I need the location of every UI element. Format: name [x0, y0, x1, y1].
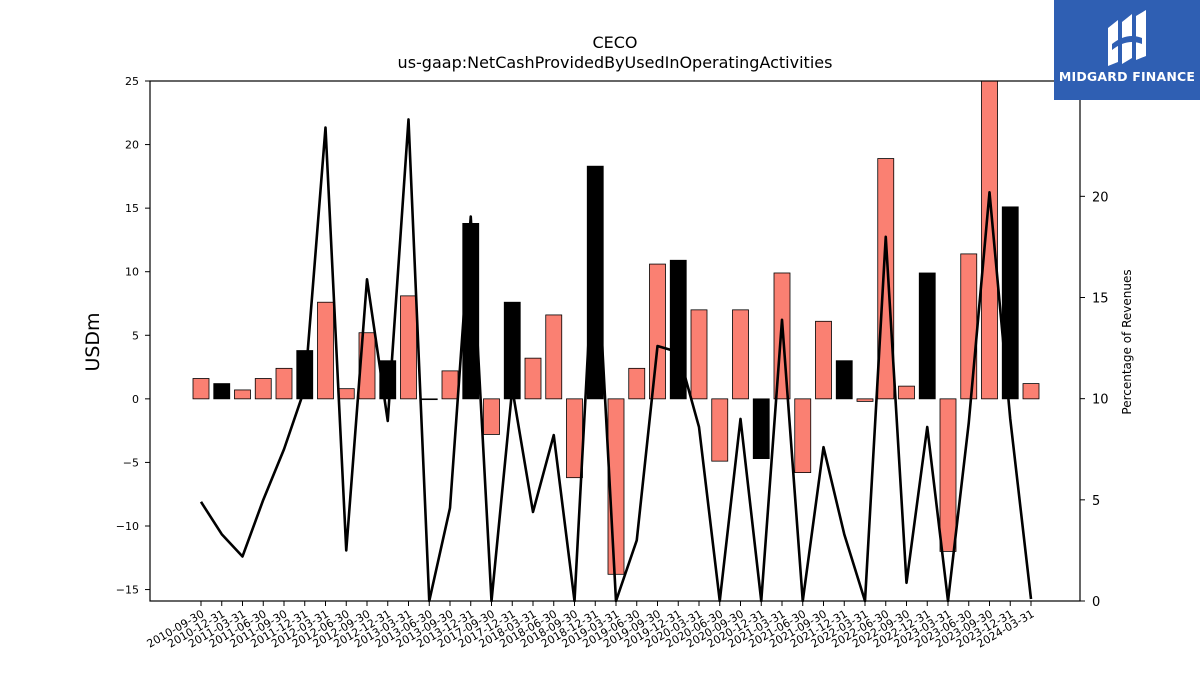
midgard-logo-icon [1108, 10, 1146, 66]
bar [1022, 383, 1040, 400]
bar [524, 357, 542, 400]
bar [628, 367, 646, 400]
bar [939, 398, 957, 552]
bar [794, 398, 812, 473]
bar [690, 309, 708, 400]
bar [400, 295, 417, 400]
bar [856, 398, 874, 402]
y-tick-label: 10 [125, 266, 139, 279]
bar [1001, 206, 1019, 400]
bar [898, 385, 915, 400]
y2-axis-label: Percentage of Revenues [1120, 269, 1134, 414]
bar [649, 263, 666, 400]
bar [420, 398, 438, 401]
bar [254, 378, 272, 400]
y2-tick-label: 5 [1092, 494, 1100, 509]
bar [835, 360, 853, 400]
y-tick-label: −15 [116, 584, 139, 597]
bar [732, 309, 749, 400]
bar [358, 332, 376, 400]
bar [711, 398, 729, 462]
bar [877, 158, 895, 400]
plot-frame [149, 80, 1081, 602]
y-tick-label: 25 [125, 75, 139, 88]
y-tick-label: −5 [123, 456, 139, 469]
bar [503, 301, 521, 400]
bar [317, 301, 334, 400]
bar [545, 314, 563, 400]
y2-tick-label: 15 [1092, 291, 1109, 306]
bar [815, 320, 832, 400]
brand-logo: MIDGARD FINANCE [1054, 0, 1200, 100]
brand-name: MIDGARD FINANCE [1058, 69, 1196, 84]
bar [234, 389, 251, 400]
bar [752, 398, 770, 460]
bar [275, 367, 293, 400]
bar [918, 272, 936, 400]
bar [566, 398, 583, 479]
bar [669, 259, 687, 400]
y-tick-label: 5 [132, 329, 139, 342]
bar [586, 165, 604, 400]
bar [213, 383, 231, 400]
y2-tick-label: 10 [1092, 393, 1109, 408]
bar [483, 398, 500, 435]
bar [337, 388, 355, 400]
bar [960, 253, 978, 400]
y-tick-label: 0 [132, 393, 139, 406]
bar [192, 378, 210, 400]
y-tick-label: 20 [125, 139, 139, 152]
y2-tick-label: 20 [1092, 190, 1109, 205]
y-tick-label: 15 [125, 202, 139, 215]
y-tick-label: −10 [116, 520, 139, 533]
chart-title: CECO [592, 33, 637, 52]
y-axis-label: USDm [82, 312, 104, 371]
bar [441, 370, 459, 400]
y2-tick-label: 0 [1092, 595, 1100, 610]
chart-subtitle: us-gaap:NetCashProvidedByUsedInOperating… [398, 53, 833, 72]
